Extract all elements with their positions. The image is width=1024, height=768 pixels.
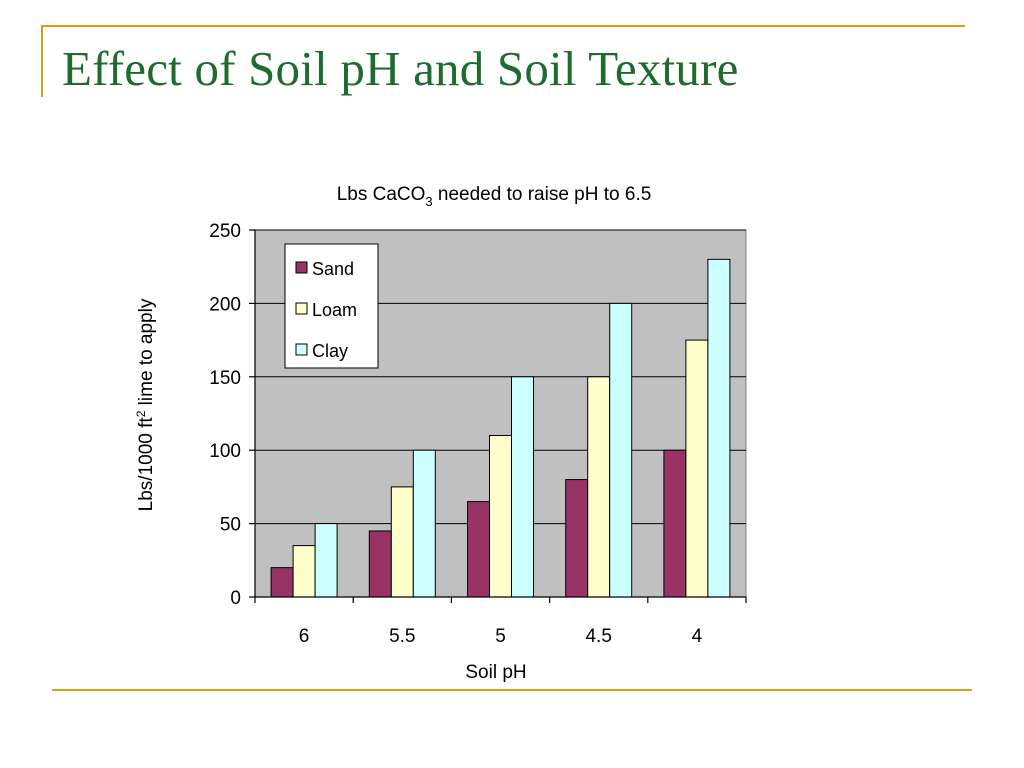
y-axis-label-suffix: lime to apply bbox=[136, 298, 157, 410]
y-tick-label: 100 bbox=[209, 441, 241, 462]
chart-title-subscript: 3 bbox=[425, 194, 432, 209]
bar-clay-6 bbox=[314, 523, 338, 598]
legend-swatch-loam bbox=[295, 302, 308, 315]
legend: Sand Loam Clay bbox=[284, 243, 379, 369]
bar-loam-5.5 bbox=[390, 486, 414, 598]
bar-clay-4 bbox=[707, 258, 731, 598]
x-axis-label: Soil pH bbox=[465, 662, 526, 683]
bottom-rule bbox=[52, 689, 972, 691]
axes bbox=[249, 229, 747, 603]
bar-clay-5.5 bbox=[412, 449, 436, 598]
x-tick-label: 5 bbox=[495, 626, 506, 647]
legend-swatch-clay bbox=[295, 343, 308, 356]
title-frame-rule bbox=[41, 25, 965, 97]
y-tick-label: 250 bbox=[209, 221, 241, 242]
chart-title-prefix: Lbs CaCO bbox=[337, 184, 426, 205]
y-tick-label: 150 bbox=[209, 368, 241, 389]
x-tick-label: 5.5 bbox=[389, 626, 415, 647]
chart-title-suffix: needed to raise pH to 6.5 bbox=[433, 184, 652, 205]
y-tick-label: 200 bbox=[209, 294, 241, 315]
chart-title: Lbs CaCO3 needed to raise pH to 6.5 bbox=[337, 184, 652, 209]
bar-loam-5 bbox=[489, 435, 512, 598]
legend-label-sand: Sand bbox=[312, 259, 354, 279]
x-tick-label: 4 bbox=[692, 626, 703, 647]
bar-sand-5 bbox=[467, 501, 490, 598]
y-tick-label: 50 bbox=[220, 515, 241, 536]
bar-clay-4.5 bbox=[609, 302, 633, 598]
slide-title: Effect of Soil pH and Soil Texture bbox=[62, 41, 739, 96]
bar-sand-4 bbox=[663, 449, 687, 598]
y-tick-labels: 0 50 100 150 200 250 bbox=[209, 221, 241, 609]
y-axis-label-superscript: 2 bbox=[134, 410, 148, 417]
x-tick-label: 6 bbox=[299, 626, 310, 647]
legend-items: Sand Loam Clay bbox=[295, 259, 357, 361]
bars bbox=[270, 258, 731, 598]
x-tick-label: 4.5 bbox=[585, 626, 611, 647]
bar-sand-5.5 bbox=[368, 530, 392, 598]
bar-loam-4.5 bbox=[587, 376, 611, 598]
bar-loam-4 bbox=[685, 339, 709, 598]
y-axis-label-prefix: Lbs/1000 ft bbox=[136, 417, 157, 512]
bar-sand-6 bbox=[270, 567, 294, 598]
y-tick-label: 0 bbox=[230, 588, 241, 609]
bar-sand-4.5 bbox=[565, 479, 589, 598]
y-axis-label: Lbs/1000 ft2 lime to apply bbox=[134, 298, 157, 511]
legend-label-loam: Loam bbox=[312, 300, 357, 320]
legend-swatch-sand bbox=[295, 261, 308, 274]
legend-label-clay: Clay bbox=[312, 341, 348, 361]
x-tick-labels: 6 5.5 5 4.5 4 bbox=[299, 626, 703, 647]
bar-loam-6 bbox=[292, 545, 316, 598]
bar-clay-5 bbox=[511, 376, 534, 598]
